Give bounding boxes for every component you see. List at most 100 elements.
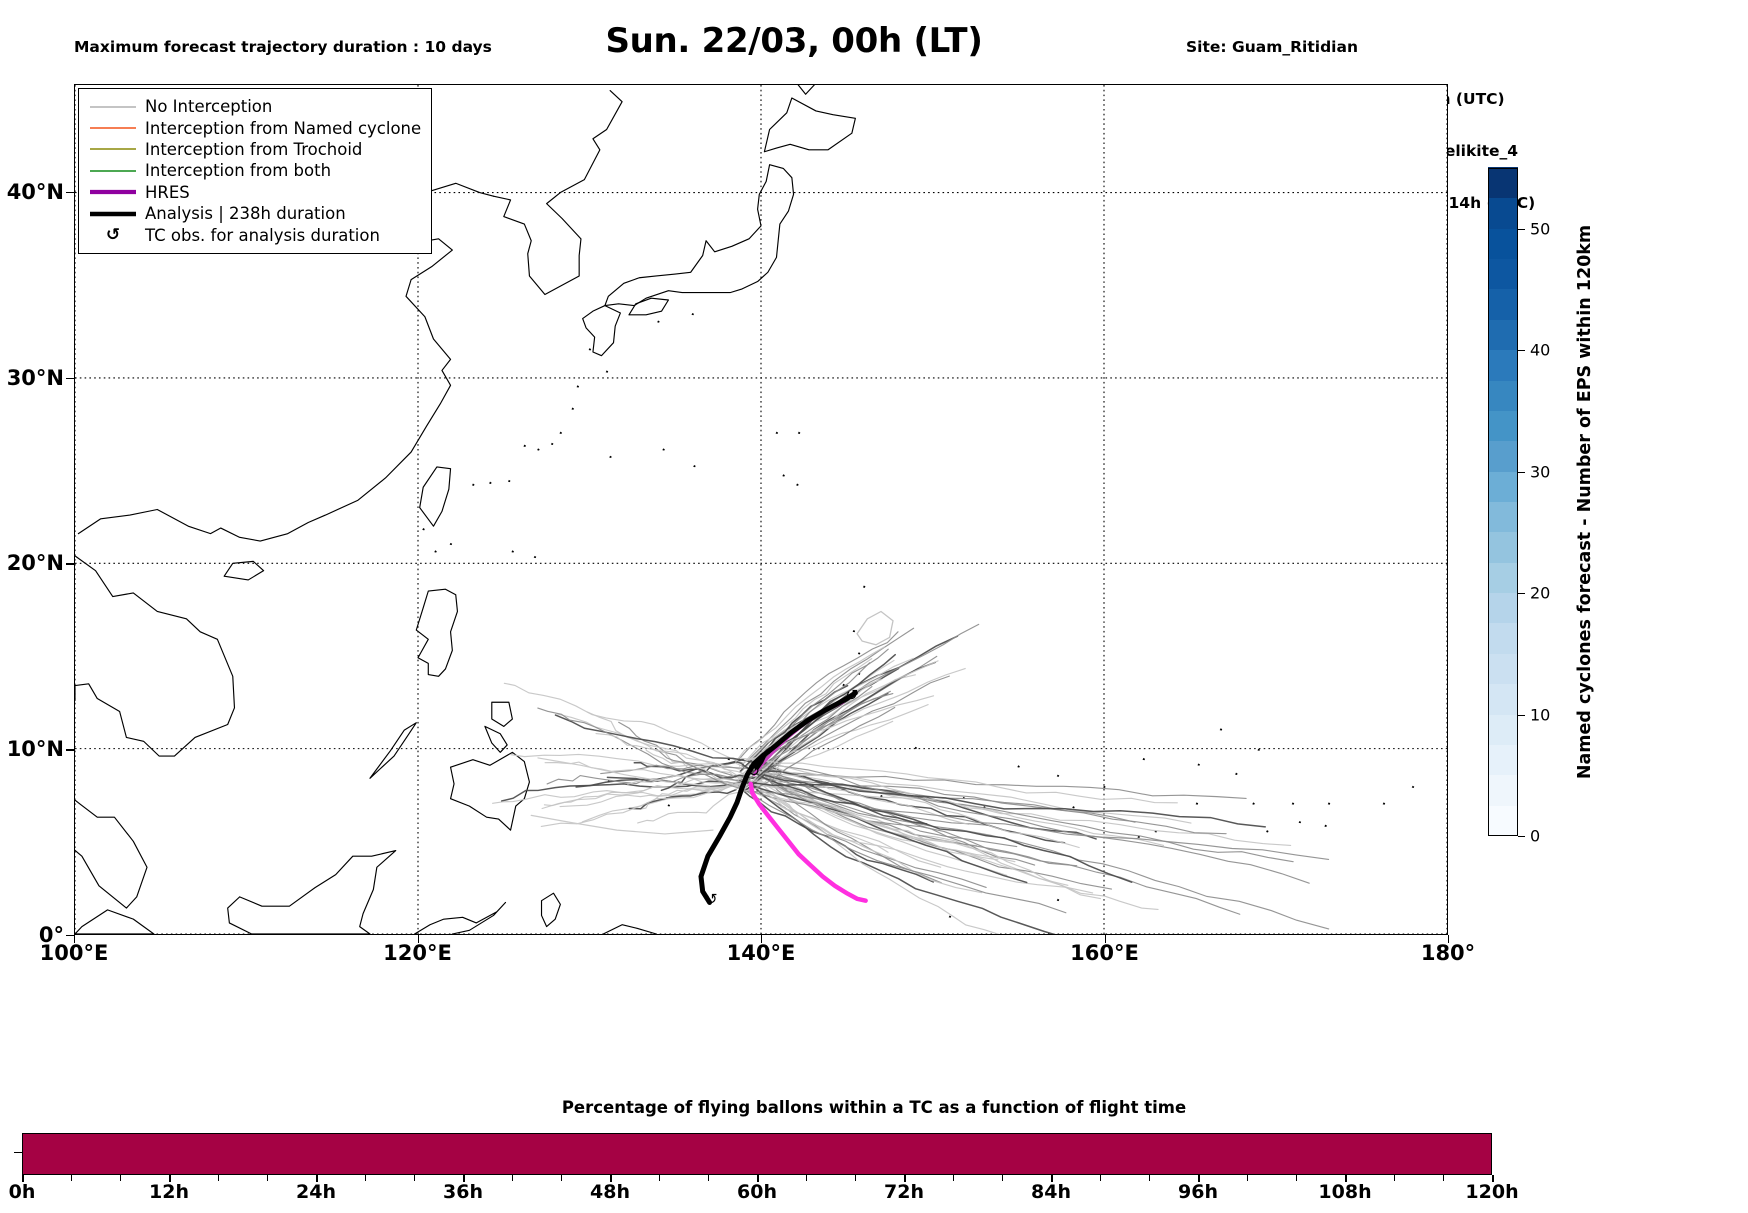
ytick-label-0: 0° xyxy=(38,923,64,947)
coastline-segment-4 xyxy=(628,297,670,316)
island-speck-49 xyxy=(948,915,952,918)
legend-item-1[interactable]: Interception from Named cyclone xyxy=(87,117,421,138)
island-speck-33 xyxy=(1298,820,1302,824)
bartick-label-108: 108h xyxy=(1318,1181,1372,1203)
legend-key-1 xyxy=(87,125,139,131)
legend-line-swatch xyxy=(90,190,136,195)
xtick-label-120: 120°E xyxy=(383,941,452,965)
colorbar-level-19 xyxy=(1488,228,1518,260)
ensemble-track xyxy=(758,789,1101,900)
colorbar-level-3 xyxy=(1488,713,1518,745)
analysis-trajectory xyxy=(698,690,858,905)
colorbar-tick-label-10: 10 xyxy=(1530,705,1551,724)
legend-line-swatch xyxy=(90,170,136,172)
ensemble-track xyxy=(748,760,942,884)
ensemble-track xyxy=(739,674,916,774)
ensemble-track xyxy=(618,721,752,780)
xtick-label-160: 160°E xyxy=(1070,941,1139,965)
colorbar-tick-label-20: 20 xyxy=(1530,583,1551,603)
bartick-mark-24 xyxy=(316,1175,318,1182)
coastline-segment-6 xyxy=(797,85,815,95)
bartick-label-60: 60h xyxy=(737,1181,777,1203)
colorbar-tick-label-30: 30 xyxy=(1530,462,1551,482)
coastline-segment-15 xyxy=(484,725,508,753)
ensemble-track xyxy=(554,714,757,764)
legend-item-2[interactable]: Interception from Trochoid xyxy=(87,139,421,160)
island-speck-62 xyxy=(691,312,694,316)
coastline-segment-10 xyxy=(227,850,397,934)
ensemble-track xyxy=(544,761,749,787)
legend-item-0[interactable]: No Interception xyxy=(87,96,421,117)
island-speck-13 xyxy=(796,483,799,486)
colorbar-tick-50 xyxy=(1518,228,1525,230)
ensemble-track xyxy=(530,814,714,835)
bottom-bar-ytick xyxy=(14,1152,22,1154)
xtick-mark-120 xyxy=(417,935,419,943)
legend-line-swatch xyxy=(90,148,136,151)
coastline-segment-2 xyxy=(604,164,795,307)
colorbar-level-16 xyxy=(1488,319,1518,351)
island-speck-6 xyxy=(489,481,492,484)
bartick-minor xyxy=(806,1175,808,1181)
flight-time-bar[interactable] xyxy=(22,1133,1492,1175)
island-speck-18 xyxy=(852,630,856,633)
ensemble-track xyxy=(747,776,1294,863)
colorbar[interactable] xyxy=(1488,167,1518,836)
bartick-minor xyxy=(1296,1175,1298,1181)
ensemble-track xyxy=(735,646,885,763)
coastline-segment-7 xyxy=(419,466,452,527)
bartick-minor xyxy=(659,1175,661,1181)
page-title-text: Sun. 22/03, 00h (LT) xyxy=(605,21,983,61)
ensemble-track xyxy=(751,757,1178,804)
ensemble-track xyxy=(595,732,749,777)
bartick-mark-36 xyxy=(463,1175,465,1182)
colorbar-level-6 xyxy=(1488,622,1518,654)
island-speck-3 xyxy=(537,448,540,451)
ensemble-track xyxy=(741,780,1267,828)
island-speck-60 xyxy=(605,370,609,373)
legend-item-5[interactable]: Analysis | 238h duration xyxy=(87,203,421,224)
ensemble-track xyxy=(737,778,1330,930)
colorbar-level-4 xyxy=(1488,683,1518,715)
ensemble-track xyxy=(739,757,1165,846)
colorbar-frame xyxy=(1488,168,1518,836)
ensemble-track xyxy=(745,686,873,783)
legend-item-4[interactable]: HRES xyxy=(87,182,421,203)
ensemble-track xyxy=(757,762,1080,849)
island-speck-19 xyxy=(862,585,866,588)
ytick-mark-30 xyxy=(66,377,74,379)
legend-label-2: Interception from Trochoid xyxy=(145,139,363,159)
legend-label-0: No Interception xyxy=(145,97,273,117)
legend-key-5 xyxy=(87,211,139,217)
hres-path xyxy=(748,781,868,903)
ensemble-track xyxy=(656,748,741,782)
legend-item-6[interactable]: ↺ TC obs. for analysis duration xyxy=(87,224,421,245)
island-speck-32 xyxy=(1291,802,1295,805)
xtick-label-100: 100°E xyxy=(39,941,109,965)
island-speck-5 xyxy=(507,479,511,483)
bartick-label-72: 72h xyxy=(884,1181,924,1203)
island-speck-55 xyxy=(449,542,453,546)
legend-label-4: HRES xyxy=(145,182,190,202)
colorbar-level-1 xyxy=(1488,774,1518,806)
legend-item-3[interactable]: Interception from both xyxy=(87,160,421,181)
ensemble-track xyxy=(750,766,1016,863)
island-speck-4 xyxy=(523,444,526,447)
ensemble-track xyxy=(492,783,758,804)
xtick-mark-140 xyxy=(761,935,763,943)
colorbar-level-15 xyxy=(1488,349,1518,381)
ensemble-track xyxy=(510,753,740,770)
colorbar-title-text: Named cyclones forecast - Number of EPS … xyxy=(1575,224,1595,780)
bartick-label-48: 48h xyxy=(590,1181,630,1203)
coastline-segment-5 xyxy=(763,97,856,153)
bartick-mark-60 xyxy=(757,1175,759,1182)
coastline-segment-8 xyxy=(223,560,265,581)
map-legend[interactable]: No Interception Interception from Named … xyxy=(78,88,433,254)
colorbar-level-12 xyxy=(1488,440,1518,472)
bartick-minor xyxy=(414,1175,416,1181)
island-speck-12 xyxy=(797,431,801,434)
colorbar-tick-10 xyxy=(1518,714,1525,716)
ensemble-track xyxy=(756,706,896,789)
ytick-label-10: 10°N xyxy=(6,737,64,762)
tc-obs-marker-1: ↺ xyxy=(846,686,859,704)
